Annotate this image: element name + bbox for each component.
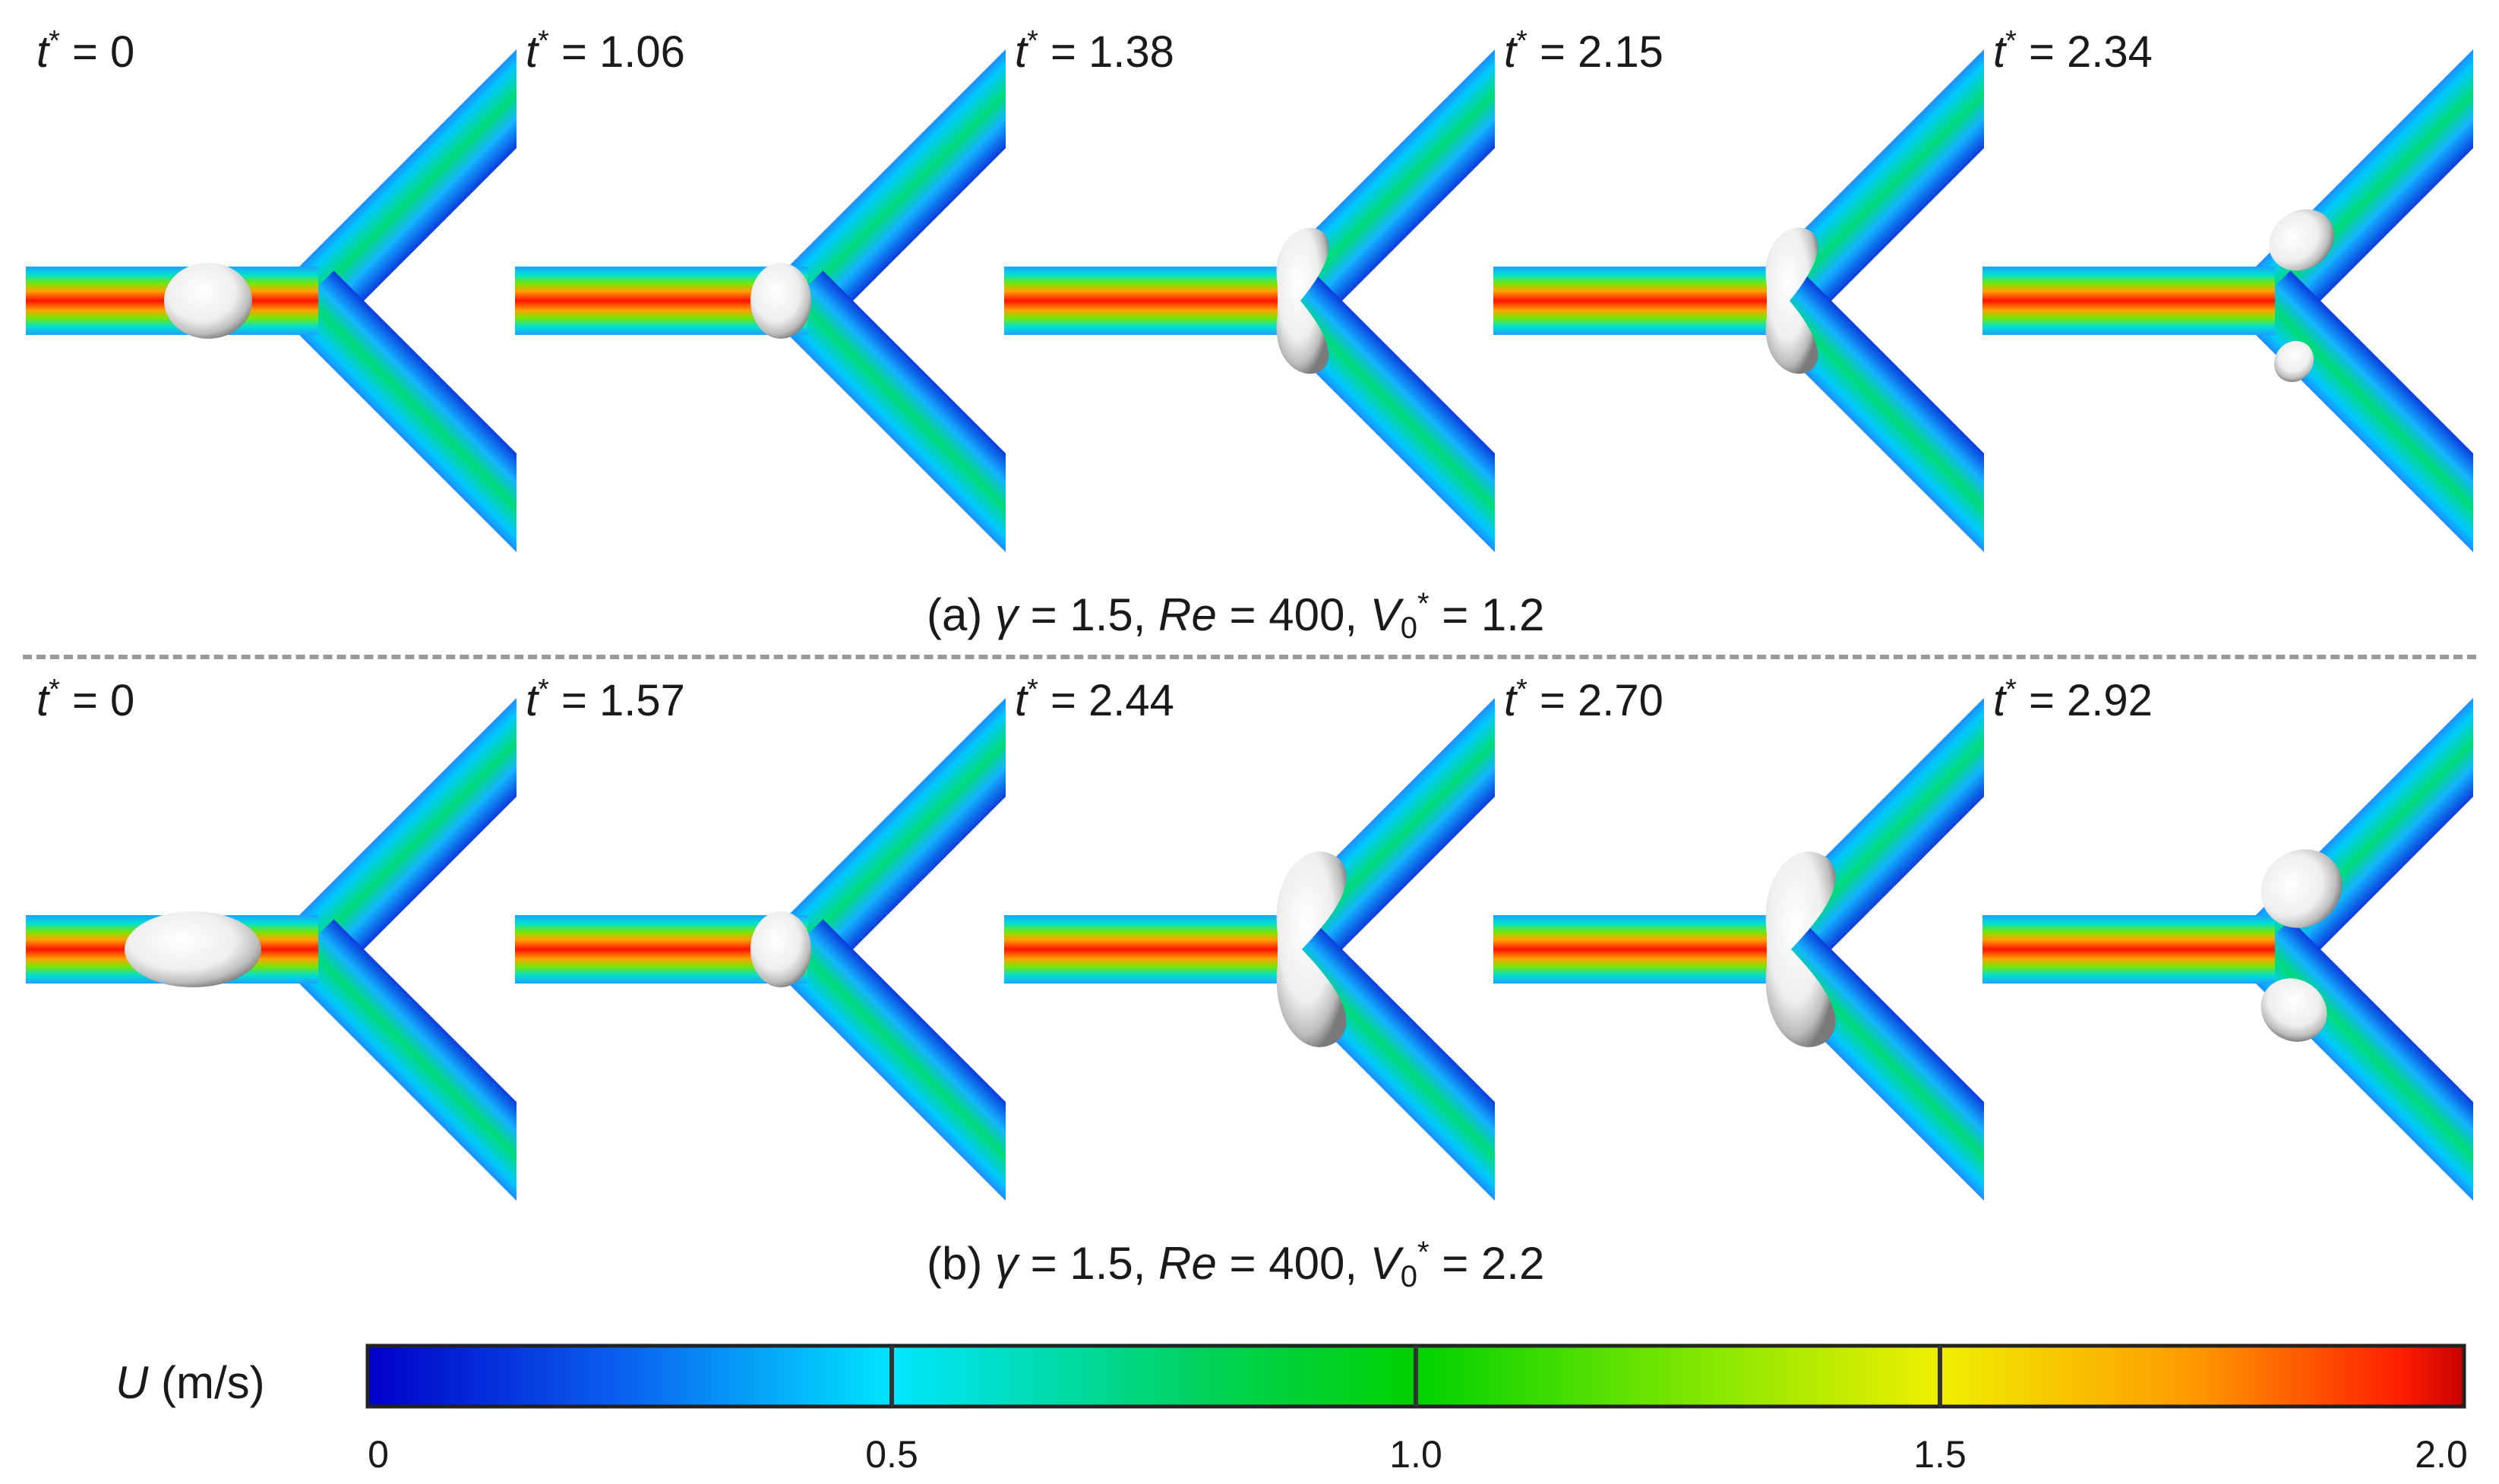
time-star: * [538, 674, 549, 706]
time-symbol: t [1015, 676, 1028, 725]
time-label: t* = 2.92 [1993, 675, 2153, 725]
channel-panel [515, 35, 1006, 567]
time-star: * [1516, 674, 1528, 706]
caption-gamma: γ [995, 589, 1018, 640]
time-label: t* = 0 [36, 27, 135, 77]
time-star: * [2005, 674, 2017, 706]
channel-panel [26, 35, 517, 567]
caption-v: V [1370, 1238, 1401, 1289]
caption-v: V [1370, 589, 1401, 640]
time-value: = 0 [59, 27, 135, 77]
velocity-field [1982, 35, 2473, 567]
colorbar-tick-label: 1.5 [1913, 1433, 1967, 1476]
droplet [1765, 227, 1818, 374]
time-symbol: t [1993, 27, 2006, 77]
time-value: = 2.92 [2016, 676, 2153, 725]
time-star: * [49, 674, 60, 706]
channel-panel [1493, 35, 1984, 567]
time-value: = 2.15 [1527, 27, 1663, 77]
time-label: t* = 2.34 [1993, 27, 2153, 77]
caption-v-value: = 2.2 [1429, 1238, 1545, 1289]
caption-gamma: γ [995, 1238, 1018, 1289]
caption-gamma-value: = 1.5, [1018, 1238, 1159, 1289]
time-symbol: t [1993, 676, 2006, 725]
time-value: = 0 [59, 676, 135, 725]
time-label: t* = 1.57 [526, 675, 685, 725]
channel-panel [26, 684, 517, 1215]
time-star: * [1027, 25, 1038, 57]
channel-panel [1004, 35, 1495, 567]
colorbar-tick-label: 1.0 [1389, 1433, 1442, 1476]
time-symbol: t [526, 676, 539, 725]
time-label: t* = 1.06 [526, 27, 685, 77]
caption-v-sub: 0 [1400, 611, 1417, 645]
colorbar-tick-label: 0.5 [865, 1433, 918, 1476]
time-label: t* = 2.15 [1504, 27, 1663, 77]
caption-prefix: (a) [927, 589, 995, 640]
caption-prefix: (b) [927, 1238, 995, 1289]
time-star: * [1516, 25, 1528, 57]
channel-panel [1004, 684, 1495, 1215]
time-value: = 1.06 [548, 27, 685, 77]
caption-re: Re [1158, 589, 1217, 640]
droplet [2269, 209, 2334, 383]
row-divider [23, 655, 2476, 659]
time-label: t* = 2.44 [1015, 675, 1174, 725]
caption-gamma-value: = 1.5, [1018, 589, 1159, 640]
colorbar-unit: (m/s) [148, 1357, 265, 1408]
droplet [1765, 851, 1836, 1047]
row-caption: (a) γ = 1.5, Re = 400, V0* = 1.2 [927, 589, 1545, 643]
colorbar-tick-label: 0 [368, 1433, 389, 1476]
caption-re-value: = 400, [1216, 1238, 1370, 1289]
time-symbol: t [1504, 676, 1517, 725]
time-symbol: t [36, 27, 49, 77]
droplet [750, 263, 811, 339]
droplet [164, 263, 252, 339]
time-star: * [2005, 25, 2017, 57]
time-value: = 1.38 [1038, 27, 1174, 77]
caption-v-sub: 0 [1400, 1260, 1417, 1293]
time-star: * [1027, 674, 1038, 706]
channel-panel [1982, 684, 2473, 1215]
caption-v-value: = 1.2 [1429, 589, 1545, 640]
droplet [1276, 227, 1329, 374]
time-label: t* = 2.70 [1504, 675, 1663, 725]
time-label: t* = 1.38 [1015, 27, 1174, 77]
caption-v-sup: * [1417, 1236, 1430, 1269]
time-symbol: t [36, 676, 49, 725]
time-symbol: t [1015, 27, 1028, 77]
colorbar-symbol: U [115, 1357, 149, 1408]
droplet [750, 911, 811, 987]
caption-re-value: = 400, [1216, 589, 1370, 640]
channel-panel [515, 684, 1006, 1215]
row-caption: (b) γ = 1.5, Re = 400, V0* = 2.2 [927, 1237, 1545, 1292]
time-value: = 2.44 [1038, 676, 1174, 725]
time-label: t* = 0 [36, 675, 135, 725]
time-star: * [538, 25, 549, 57]
time-value: = 2.34 [2016, 27, 2153, 77]
colorbar-tick-label: 2.0 [2415, 1433, 2468, 1476]
caption-re: Re [1158, 1238, 1217, 1289]
colorbar-title: U (m/s) [115, 1356, 265, 1409]
time-value: = 1.57 [548, 676, 685, 725]
time-symbol: t [526, 27, 539, 77]
caption-v-sup: * [1417, 587, 1430, 620]
channel-panel [1982, 35, 2473, 567]
channel-panel [1493, 684, 1984, 1215]
time-symbol: t [1504, 27, 1517, 77]
droplet [125, 911, 261, 987]
time-value: = 2.70 [1527, 676, 1663, 725]
droplet [1276, 851, 1347, 1047]
time-star: * [49, 25, 60, 57]
droplet [2260, 849, 2343, 1042]
